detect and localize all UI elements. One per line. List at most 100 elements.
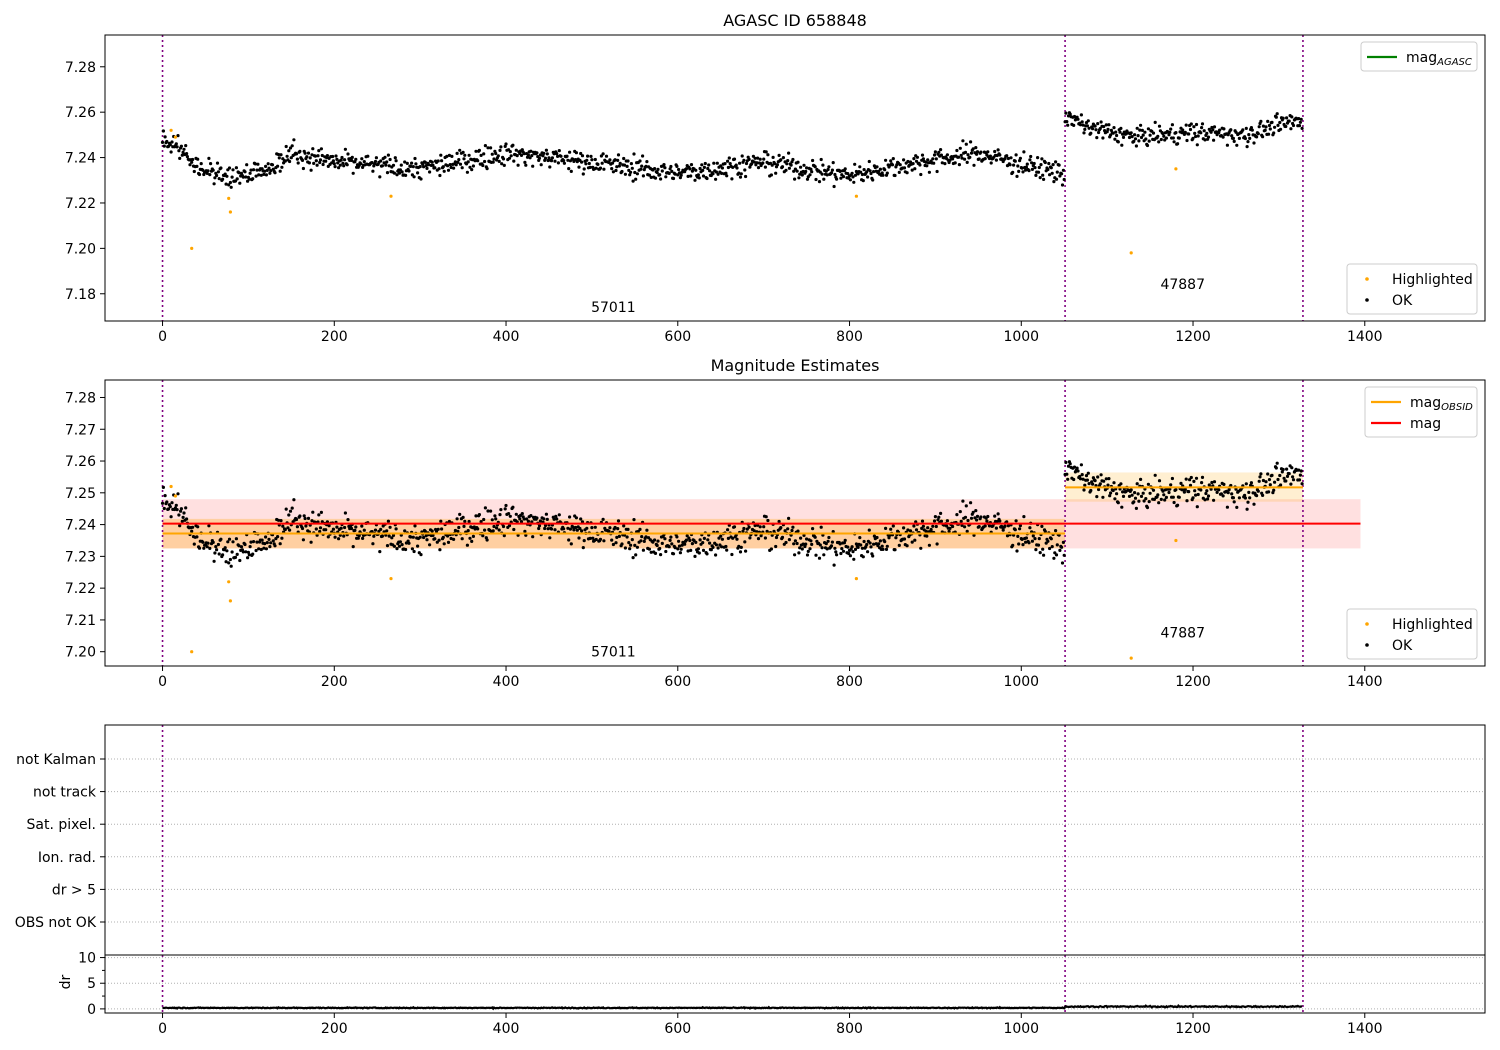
data-point-ok — [547, 156, 551, 160]
data-point-ok — [790, 528, 794, 533]
data-point-ok — [206, 169, 210, 173]
data-point-ok — [677, 539, 681, 543]
data-point-ok — [1284, 124, 1288, 129]
data-point-ok — [509, 154, 513, 158]
data-point-ok — [587, 161, 591, 166]
data-point-ok — [515, 520, 519, 524]
data-point-ok — [726, 528, 730, 532]
data-point-ok — [238, 558, 242, 563]
data-point-ok — [483, 144, 487, 148]
data-point-ok — [1297, 478, 1302, 482]
data-point-ok — [354, 157, 358, 161]
data-point-ok — [953, 161, 957, 165]
data-point-ok — [585, 526, 589, 530]
data-point-ok — [579, 151, 583, 156]
data-point-ok — [974, 146, 978, 150]
data-point-ok — [1055, 543, 1059, 547]
data-point-ok — [1062, 553, 1066, 557]
data-point-ok — [762, 157, 766, 161]
data-point-ok — [653, 538, 657, 542]
data-point-ok — [562, 527, 566, 531]
data-point-highlighted — [190, 246, 194, 250]
data-point-ok — [1276, 477, 1280, 482]
data-point-ok — [1187, 132, 1191, 136]
data-point-ok — [180, 153, 184, 157]
data-point-ok — [324, 528, 328, 532]
data-point-ok — [1195, 505, 1199, 509]
data-point-ok — [196, 525, 200, 529]
data-point-ok — [514, 512, 518, 516]
data-point-ok — [515, 154, 519, 158]
y-tick-label: 7.26 — [65, 105, 96, 121]
data-point-ok — [927, 543, 932, 547]
data-point-ok — [235, 177, 239, 181]
data-point-ok — [257, 547, 261, 551]
data-point-ok — [732, 525, 737, 529]
data-point-ok — [1075, 466, 1079, 470]
data-point-ok — [351, 171, 355, 175]
data-point-ok — [616, 158, 620, 162]
data-point-ok — [461, 150, 465, 154]
data-point-ok — [562, 161, 567, 165]
data-point-ok — [501, 524, 506, 529]
data-point-ok — [663, 537, 667, 541]
data-point-ok — [1191, 496, 1195, 500]
data-point-ok — [678, 176, 683, 180]
data-point-ok — [431, 163, 435, 167]
data-point-ok — [1112, 126, 1116, 130]
data-point-ok — [572, 528, 576, 532]
data-point-ok — [728, 162, 732, 166]
data-point-ok — [701, 168, 705, 172]
data-point-ok — [714, 177, 718, 181]
data-point-ok — [1037, 537, 1041, 541]
data-point-ok — [208, 173, 212, 177]
data-point-ok — [1279, 127, 1283, 131]
data-point-ok — [1018, 156, 1023, 160]
data-point-ok — [379, 527, 383, 532]
data-point-ok — [170, 140, 174, 144]
data-point-ok — [321, 162, 325, 167]
data-point-ok — [1136, 492, 1140, 496]
data-point-ok — [483, 159, 487, 164]
data-point-ok — [324, 159, 328, 163]
data-point-ok — [423, 160, 427, 164]
data-point-ok — [399, 163, 403, 167]
data-point-ok — [737, 171, 741, 175]
flag-category-label: not Kalman — [16, 752, 96, 768]
data-point-ok — [614, 541, 618, 545]
data-point-ok — [385, 171, 390, 175]
data-point-ok — [963, 150, 968, 154]
data-point-ok — [872, 534, 877, 538]
data-point-ok — [937, 515, 941, 519]
data-point-ok — [971, 147, 975, 151]
data-point-ok — [655, 170, 659, 175]
data-point-ok — [427, 163, 431, 167]
data-point-ok — [1279, 483, 1283, 487]
data-point-ok — [504, 503, 508, 508]
data-point-ok — [229, 185, 233, 189]
data-point-ok — [192, 169, 196, 174]
data-point-ok — [223, 172, 227, 176]
data-point-ok — [374, 156, 378, 160]
data-point-ok — [913, 538, 917, 542]
data-point-ok — [1241, 128, 1245, 132]
data-point-ok — [470, 168, 474, 172]
data-point-ok — [267, 537, 271, 542]
data-point-ok — [1217, 488, 1221, 492]
data-point-ok — [334, 154, 338, 158]
data-point-ok — [618, 161, 622, 165]
data-point-ok — [1193, 489, 1197, 493]
data-point-ok — [702, 536, 707, 541]
data-point-ok — [1066, 123, 1070, 127]
data-point-ok — [1032, 161, 1036, 166]
data-point-ok — [614, 168, 618, 173]
data-point-ok — [1287, 472, 1291, 476]
data-point-ok — [176, 492, 180, 496]
data-point-ok — [524, 533, 528, 537]
data-point-ok — [747, 525, 751, 529]
data-point-ok — [400, 170, 404, 174]
data-point-ok — [1066, 464, 1071, 468]
data-point-ok — [548, 165, 552, 169]
x-tick-label: 1000 — [1003, 1021, 1039, 1037]
data-point-ok — [569, 169, 573, 173]
